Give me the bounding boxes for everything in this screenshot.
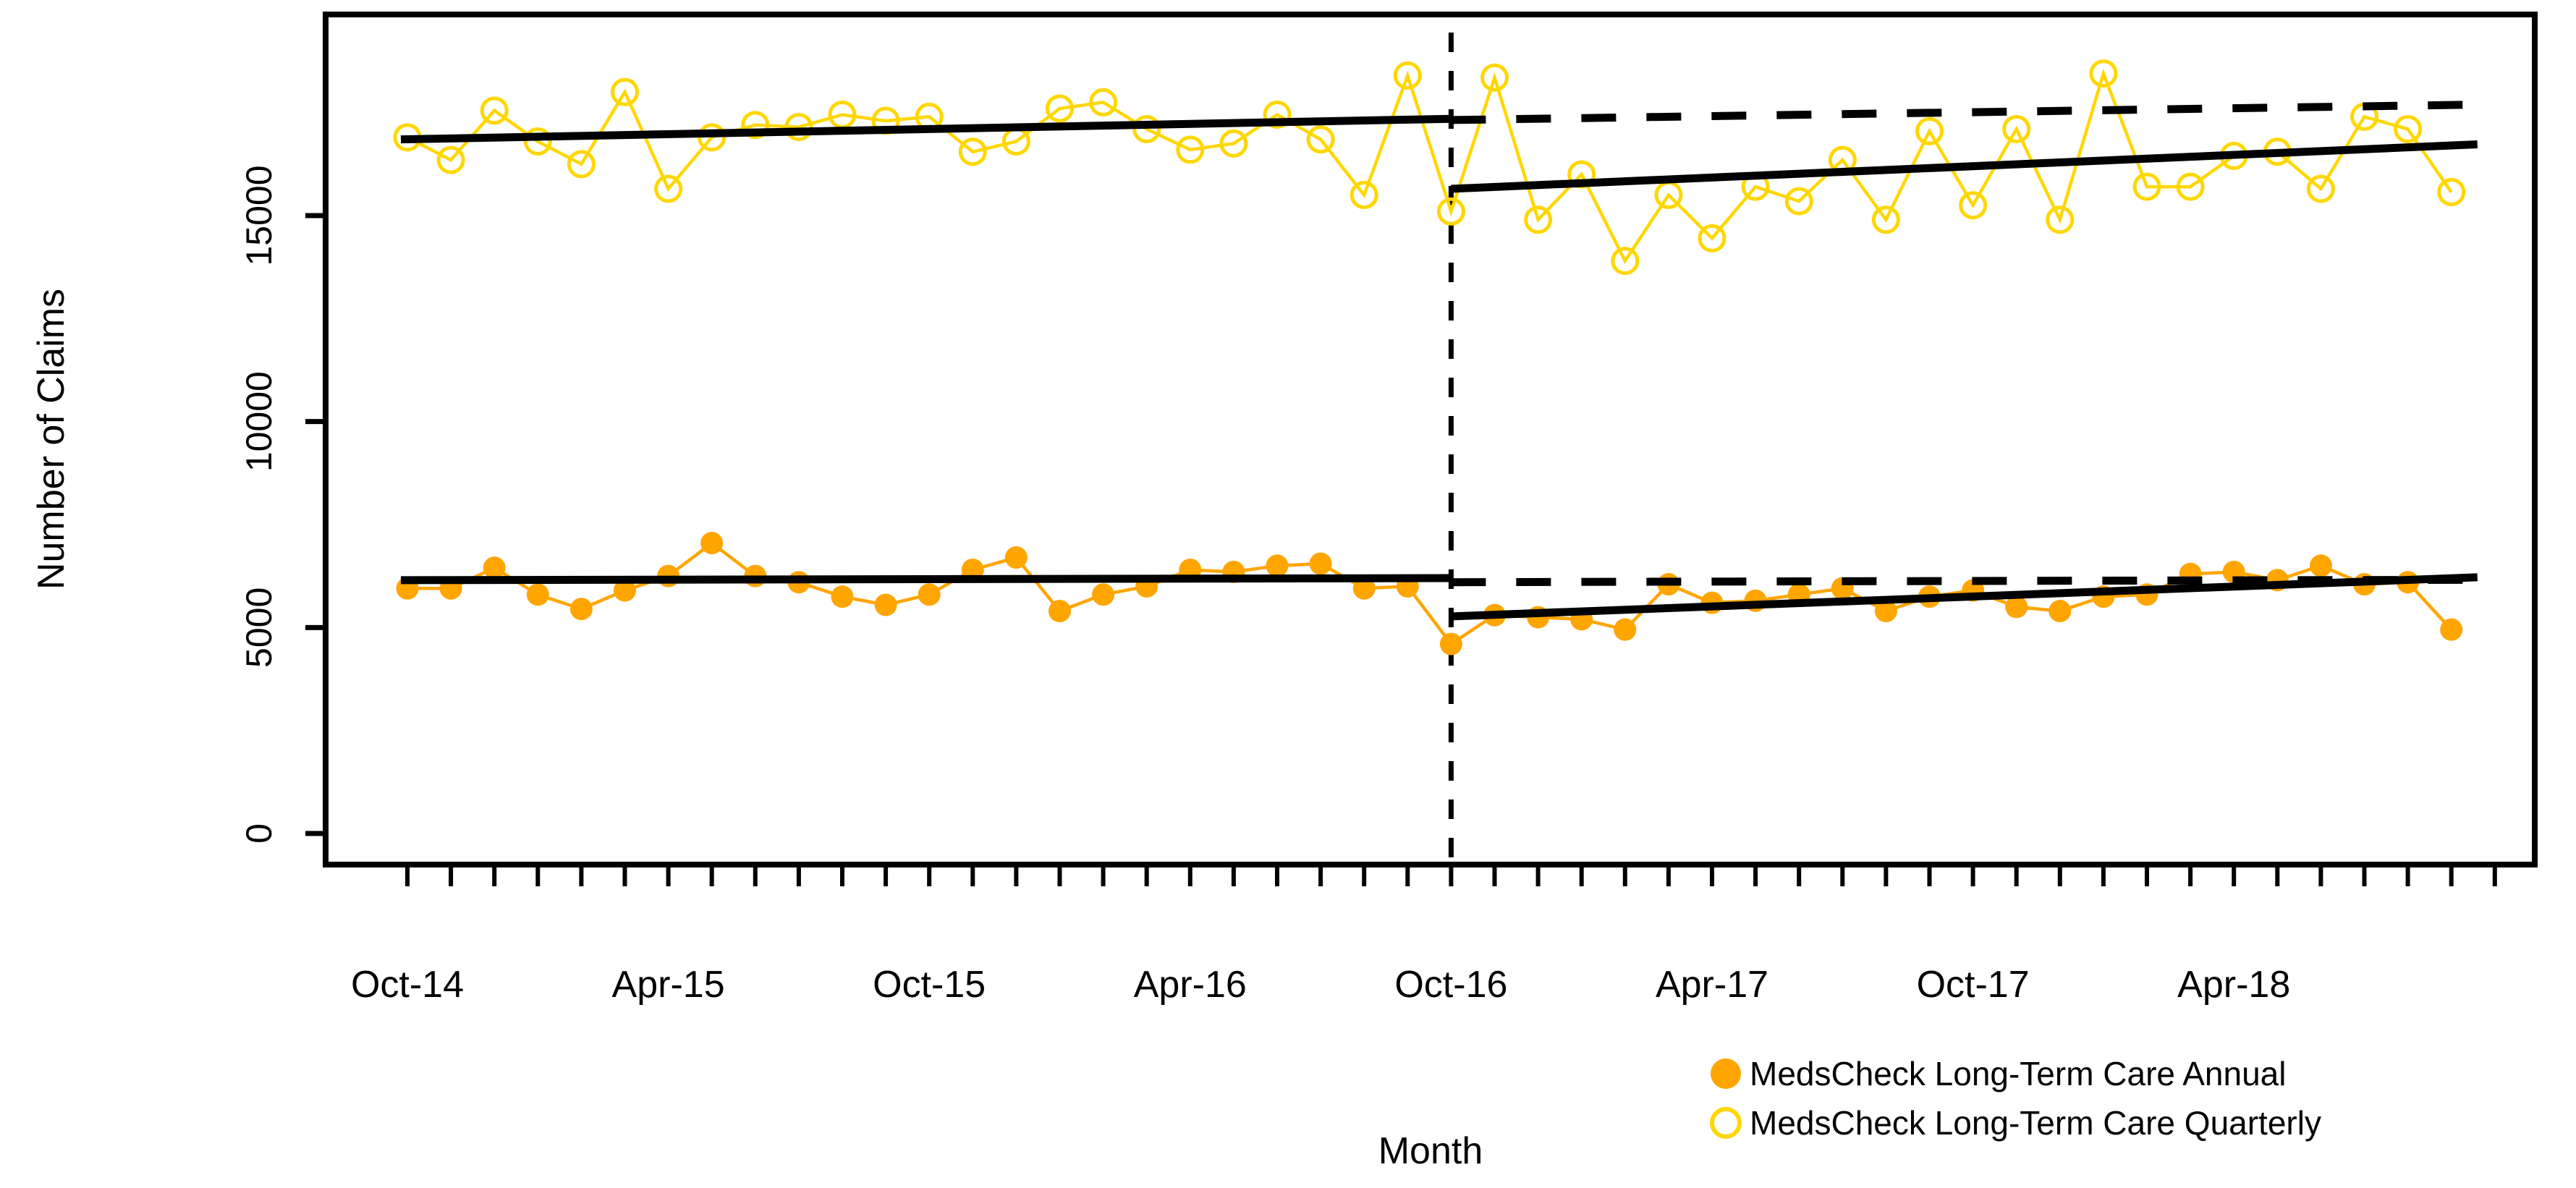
- legend-item-annual: MedsCheck Long-Term Care Annual: [1711, 1055, 2286, 1092]
- quarterly-data-point: [2002, 114, 2031, 143]
- annual-data-point: [918, 583, 941, 606]
- x-tick-label: Oct-17: [1917, 964, 2030, 1006]
- annual-pre-trend-line: [400, 574, 1452, 585]
- quarterly-data-point: [1915, 116, 1944, 145]
- quarterly-data-point: [654, 174, 683, 203]
- quarterly-data-point: [1698, 224, 1726, 253]
- quarterly-data-point: [1959, 191, 1988, 220]
- quarterly-data-point: [1784, 187, 1813, 216]
- quarterly-data-point: [1219, 129, 1248, 158]
- annual-data-point: [1048, 600, 1071, 623]
- legend: MedsCheck Long-Term Care Annual MedsChec…: [1710, 1055, 2321, 1142]
- quarterly-data-point: [1524, 205, 1553, 234]
- annual-data-point: [1092, 583, 1115, 606]
- open-circle-marker-icon: [1710, 1107, 1742, 1139]
- annual-data-point: [569, 598, 593, 621]
- quarterly-data-point: [2306, 174, 2335, 203]
- x-tick-label: Apr-15: [612, 964, 725, 1006]
- annual-data-point: [2048, 600, 2072, 623]
- quarterly-data-point: [611, 77, 639, 106]
- x-tick-label: Oct-14: [351, 964, 464, 1006]
- quarterly-pre-trend-line: [400, 114, 1452, 144]
- annual-data-point: [1309, 552, 1332, 575]
- quarterly-data-point: [523, 127, 552, 156]
- filled-circle-marker-icon: [1711, 1058, 1741, 1089]
- annual-data-point: [1004, 546, 1028, 569]
- plot-area: 0 5000 10000 15000 Oct-14 Apr-15 Oct-15 Apr-16 O…: [239, 12, 2538, 1006]
- x-tick-label: Oct-16: [1394, 964, 1507, 1006]
- quarterly-data-point: [2046, 205, 2075, 234]
- quarterly-data-point: [784, 113, 813, 142]
- annual-data-point: [831, 585, 854, 608]
- quarterly-data-point: [1393, 61, 1422, 90]
- legend-item-quarterly: MedsCheck Long-Term Care Quarterly: [1710, 1104, 2321, 1142]
- quarterly-data-point: [958, 137, 987, 166]
- x-axis-title: Month: [1378, 1130, 1483, 1172]
- quarterly-data-point: [1089, 88, 1118, 116]
- annual-data-point: [1266, 554, 1289, 577]
- quarterly-data-point: [1436, 197, 1465, 226]
- quarterly-data-point: [1306, 125, 1335, 154]
- y-tick-label: 5000: [239, 587, 279, 668]
- quarterly-data-point: [1350, 181, 1378, 210]
- quarterly-data-point: [741, 111, 770, 140]
- annual-data-point: [1874, 600, 1897, 623]
- quarterly-series-line: [406, 68, 2453, 265]
- quarterly-data-point: [2176, 172, 2205, 201]
- x-tick-label: Apr-16: [1134, 964, 1247, 1006]
- annual-data-point: [2309, 554, 2332, 577]
- quarterly-counterfactual-dashed-line: [1451, 100, 2491, 124]
- plot-border: [323, 12, 2538, 867]
- annual-data-point: [2005, 595, 2028, 619]
- quarterly-data-point: [567, 150, 596, 179]
- quarterly-data-point: [2132, 172, 2161, 201]
- annual-data-point: [483, 556, 506, 580]
- annual-data-point: [700, 532, 724, 555]
- quarterly-data-point: [436, 145, 465, 174]
- quarterly-data-point: [2437, 178, 2466, 207]
- annual-counterfactual-dashed-line: [1451, 575, 2491, 587]
- quarterly-data-point: [1480, 63, 1509, 92]
- y-tick-label: 15000: [239, 165, 279, 266]
- annual-data-point: [526, 583, 549, 606]
- y-axis-title: Number of Claims: [30, 289, 72, 590]
- y-tick-label: 10000: [239, 371, 279, 472]
- quarterly-data-point: [1046, 94, 1074, 123]
- legend-label-annual: MedsCheck Long-Term Care Annual: [1750, 1055, 2286, 1092]
- annual-data-point: [1614, 618, 1637, 641]
- quarterly-data-point: [1871, 205, 1900, 234]
- annual-data-point: [874, 593, 897, 616]
- x-tick-label: Apr-17: [1656, 964, 1768, 1006]
- legend-label-quarterly: MedsCheck Long-Term Care Quarterly: [1750, 1104, 2321, 1142]
- y-tick-label: 0: [239, 823, 279, 844]
- quarterly-data-point: [1132, 114, 1161, 143]
- quarterly-post-trend-line: [1451, 140, 2478, 193]
- x-tick-label: Oct-15: [873, 964, 986, 1006]
- annual-data-point: [2440, 618, 2463, 641]
- quarterly-data-point: [2089, 59, 2118, 88]
- annual-data-point: [614, 579, 636, 602]
- quarterly-data-point: [1263, 101, 1292, 130]
- annual-data-point: [1352, 577, 1376, 600]
- quarterly-data-point: [2394, 114, 2423, 143]
- annual-data-point: [1439, 632, 1462, 655]
- quarterly-data-point: [1176, 135, 1205, 164]
- x-tick-label: Apr-18: [2177, 964, 2290, 1006]
- quarterly-data-point: [480, 96, 509, 125]
- quarterly-data-point: [1611, 247, 1640, 276]
